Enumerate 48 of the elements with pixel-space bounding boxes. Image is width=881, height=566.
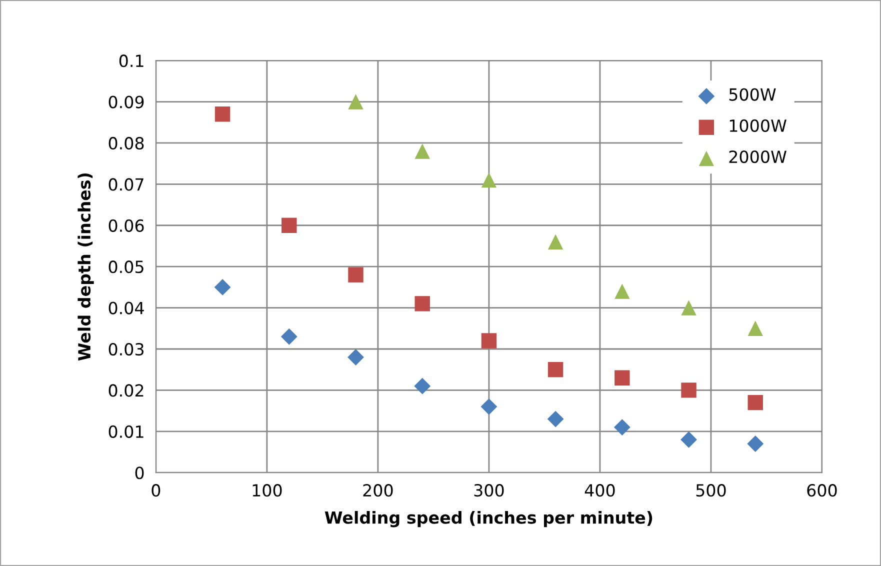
point: [280, 328, 298, 345]
point: [414, 378, 431, 394]
point: [481, 172, 497, 188]
point: [681, 382, 696, 398]
point: [747, 436, 764, 452]
point: [214, 106, 230, 122]
point: [348, 267, 364, 282]
y-tick-label: 0: [135, 466, 144, 480]
legend-label: 1000W: [730, 119, 786, 132]
x-tick-label: 300: [474, 484, 504, 497]
point: [414, 144, 430, 159]
y-tick-label: 0.04: [108, 302, 144, 314]
point: [748, 320, 763, 336]
point: [548, 234, 564, 250]
point: [282, 218, 297, 233]
point: [481, 333, 497, 348]
point: [681, 300, 696, 316]
x-tick-label: 0: [152, 484, 160, 497]
y-tick-label: 0.07: [108, 178, 144, 191]
y-tick-label: 0.03: [108, 342, 144, 356]
x-tick-label: 400: [584, 484, 615, 497]
x-axis-title: Welding speed (inches per minute): [324, 510, 652, 528]
legend-label: 500W: [729, 88, 776, 101]
point: [348, 349, 364, 366]
y-tick-label: 0.02: [108, 384, 144, 397]
legend-label: 2000W: [729, 150, 786, 164]
point: [548, 362, 564, 378]
y-tick-label: 0.09: [108, 96, 144, 108]
point: [748, 394, 763, 410]
point: [614, 284, 630, 299]
y-tick-label: 0.05: [108, 260, 144, 274]
y-tick-label: 0.1: [119, 54, 144, 68]
point: [414, 296, 430, 312]
point: [614, 370, 630, 386]
x-tick-label: 600: [807, 484, 837, 497]
point: [214, 278, 231, 296]
point: [680, 431, 697, 448]
y-tick-label: 0.06: [108, 219, 144, 232]
point: [480, 398, 498, 415]
point: [348, 94, 364, 110]
x-tick-label: 200: [363, 484, 393, 497]
point: [547, 410, 564, 428]
y-axis-title: Weld depth (inches): [78, 173, 94, 361]
x-tick-label: 100: [252, 484, 282, 497]
y-tick-label: 0.08: [108, 136, 144, 150]
x-tick-label: 500: [696, 484, 726, 497]
point: [614, 419, 630, 436]
y-tick-label: 0.01: [108, 425, 144, 438]
